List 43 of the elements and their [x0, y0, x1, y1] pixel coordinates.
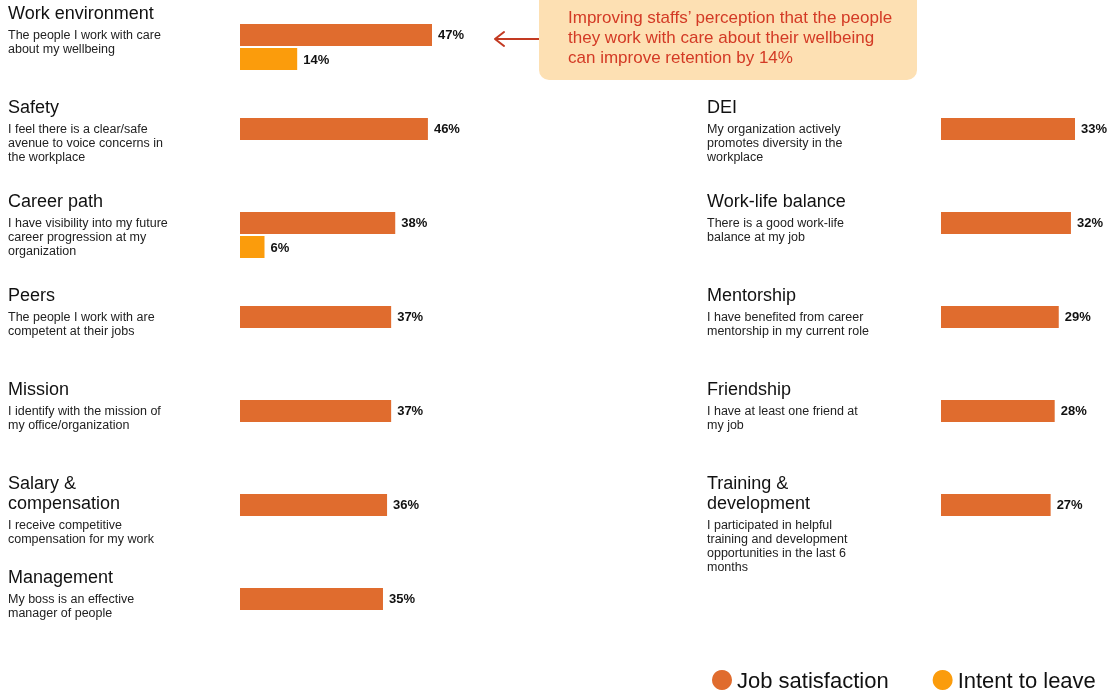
bar [941, 211, 1071, 234]
data-label: 35% [388, 591, 416, 607]
data-label: 6% [270, 239, 290, 255]
y-tick-label: Friendship I have at least one friend at my job [707, 379, 859, 432]
bar [240, 48, 298, 71]
y-tick-label: Training & development I participated in helpful training and development opportunities in the last 6 months [707, 473, 849, 574]
data-label: 32% [1076, 215, 1104, 231]
y-tick-label: DEI My organization actively promotes diversity in the workplace [707, 97, 844, 164]
y-tick-label: Mentorship I have benefited from career mentorship in my current role [707, 285, 870, 338]
bar [240, 587, 383, 610]
bar [240, 211, 396, 234]
bar [941, 117, 1075, 140]
y-tick-label: Peers The people I work with are competent at their jobs [8, 285, 156, 338]
data-label: 47% [438, 27, 465, 43]
bar [240, 23, 432, 46]
data-label: 27% [1056, 497, 1084, 513]
data-label: 28% [1060, 403, 1088, 419]
bar [240, 117, 428, 140]
bar [941, 493, 1051, 516]
bar [941, 399, 1055, 422]
data-label: 33% [1081, 121, 1108, 137]
y-tick-label: Management My boss is an effective manager of people [8, 567, 136, 620]
legend-label: Intent to leave [957, 667, 1096, 693]
legend-label: Job satisfaction [737, 667, 889, 693]
data-label: 29% [1064, 309, 1092, 325]
data-label: 37% [397, 309, 424, 325]
bar [240, 305, 392, 328]
bar [240, 399, 392, 422]
bar [941, 305, 1059, 328]
y-tick-label: Work-life balance There is a good work-life balance at my job [707, 191, 847, 244]
data-label: 36% [393, 497, 420, 513]
text: Improving staffs’ perception that the people they work with care about their wellbeing can improve retention by 14% [539, 0, 917, 80]
data-label: 37% [397, 403, 424, 419]
y-tick-label: Career path I have visibility into my future career progression at my organization [8, 191, 169, 258]
bar [240, 236, 265, 259]
y-tick-label: Mission I identify with the mission of my office/organization [8, 379, 162, 432]
y-tick-label: Safety I feel there is a clear/safe avenue to voice concerns in the workplace [8, 97, 164, 164]
data-label: 46% [433, 121, 461, 137]
data-label: 14% [303, 51, 330, 67]
data-label: 38% [401, 215, 428, 231]
bar [240, 493, 388, 516]
y-tick-label: Salary & compensation I receive competitive compensation for my work [8, 473, 155, 546]
y-tick-label: Work environment The people I work with care about my wellbeing [8, 3, 162, 56]
